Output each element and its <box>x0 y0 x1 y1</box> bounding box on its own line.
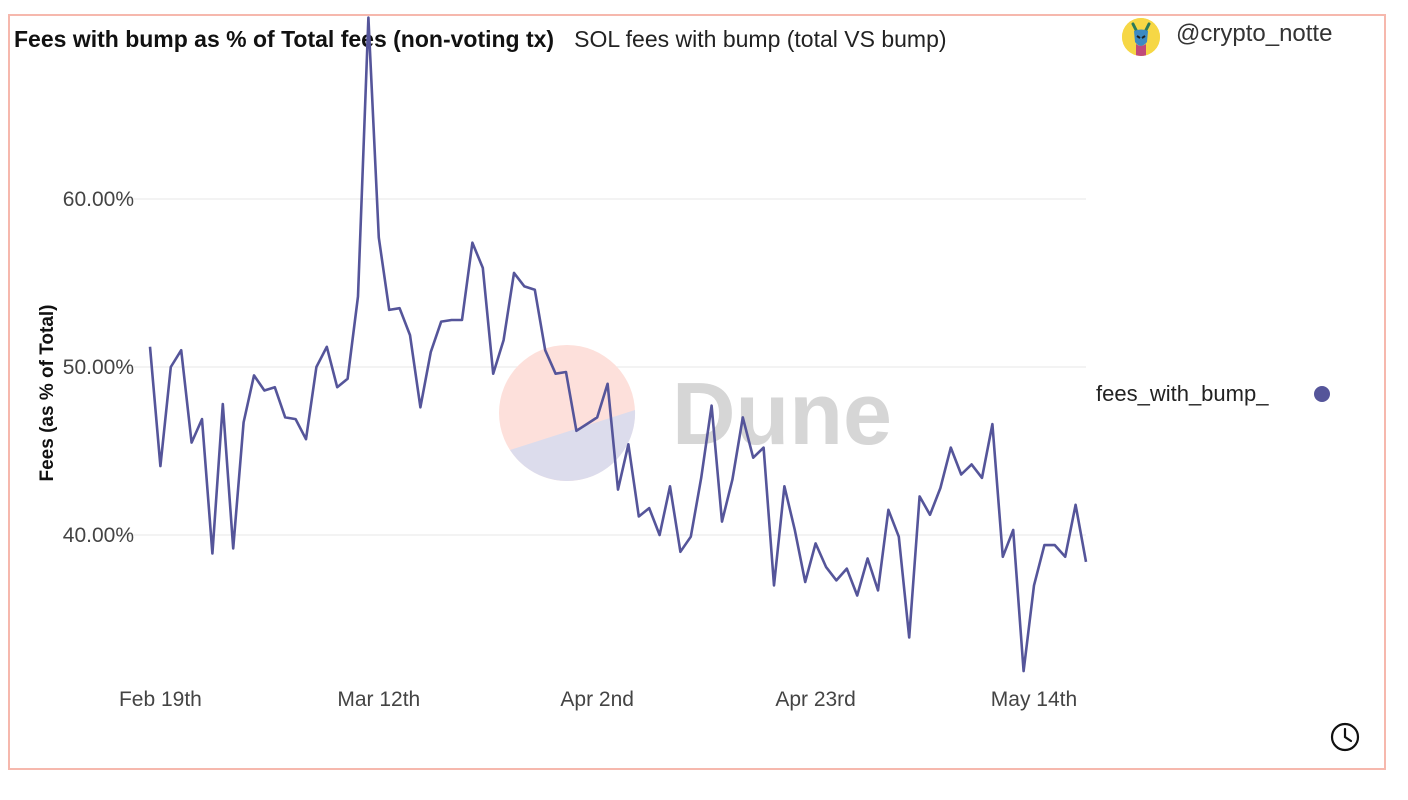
x-tick-label: Feb 19th <box>119 688 202 711</box>
legend-swatch <box>1314 386 1330 402</box>
x-tick-label: Apr 23rd <box>775 688 856 711</box>
watermark-text: Dune <box>672 364 892 463</box>
y-axis-title: Fees (as % of Total) <box>37 304 58 482</box>
legend-label: fees_with_bump_ <box>1096 381 1269 406</box>
chart-title: Fees with bump as % of Total fees (non-v… <box>14 25 555 52</box>
chart-card <box>8 14 1386 770</box>
series-line <box>148 16 1088 673</box>
chart-header: Fees with bump as % of Total fees (non-v… <box>14 22 947 56</box>
y-tick-label: 50.00% <box>63 356 134 379</box>
x-tick-label: Mar 12th <box>337 688 420 711</box>
clock-icon[interactable] <box>1330 722 1360 752</box>
query-name[interactable]: SOL fees with bump (total VS bump) <box>574 25 947 52</box>
x-tick-label: May 14th <box>991 688 1077 711</box>
watermark: Dune <box>499 345 892 482</box>
watermark-logo-bottom <box>510 410 636 482</box>
avatar-icon[interactable] <box>1122 18 1160 56</box>
y-axis-ticks: 40.00% 50.00% 60.00% <box>63 188 134 547</box>
author-name[interactable]: @crypto_notte <box>1176 20 1333 47</box>
y-tick-label: 60.00% <box>63 188 134 211</box>
y-tick-label: 40.00% <box>63 524 134 547</box>
legend-item[interactable]: fees_with_bump_ <box>1096 381 1330 407</box>
x-tick-label: Apr 2nd <box>560 688 634 711</box>
x-axis-ticks: Feb 19th Mar 12th Apr 2nd Apr 23rd May 14th <box>119 688 1077 711</box>
